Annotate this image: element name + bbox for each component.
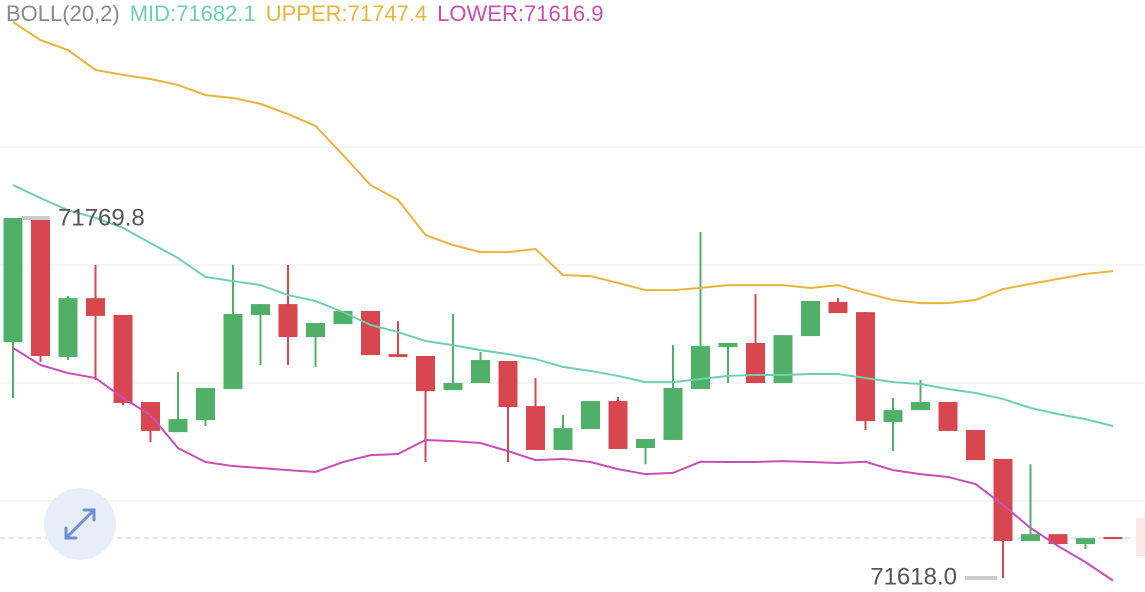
candle-body bbox=[718, 342, 738, 347]
candle-body bbox=[388, 354, 408, 357]
band-line bbox=[12, 184, 1114, 427]
max-label: 71769.8 bbox=[58, 204, 145, 231]
candle-body bbox=[31, 217, 50, 357]
price-tag bbox=[1136, 518, 1145, 556]
candle-body bbox=[168, 419, 188, 433]
legend-value: 71747.4 bbox=[348, 1, 428, 26]
candle-body bbox=[498, 360, 518, 407]
candle-body bbox=[773, 335, 793, 384]
candle-body bbox=[993, 458, 1013, 542]
candle-body bbox=[278, 304, 298, 338]
candle-body bbox=[911, 402, 930, 411]
candle-body bbox=[746, 342, 765, 384]
candle-body bbox=[306, 323, 325, 338]
candle-body bbox=[883, 410, 903, 422]
candle-body bbox=[1048, 534, 1068, 545]
candle-body bbox=[1103, 536, 1123, 540]
expand-button[interactable] bbox=[44, 488, 116, 560]
candle-body bbox=[113, 314, 133, 403]
candle-body bbox=[636, 439, 655, 449]
candle-body bbox=[608, 401, 628, 449]
candle-body bbox=[361, 310, 380, 356]
candle-body bbox=[1021, 534, 1040, 542]
grid bbox=[0, 146, 1145, 502]
price-labels: 71769.8 71618.0 bbox=[22, 204, 997, 590]
candle-body bbox=[3, 217, 23, 343]
candle-body bbox=[58, 298, 78, 357]
legend-name: MID: bbox=[130, 1, 176, 26]
legend: BOLL(20,2) MID:71682.1 UPPER:71747.4 LOWER:… bbox=[6, 1, 604, 26]
candle-body bbox=[526, 406, 545, 450]
candle-body bbox=[828, 301, 848, 314]
candle-body bbox=[443, 383, 463, 390]
candle-body bbox=[471, 360, 490, 384]
candle-body bbox=[691, 346, 710, 389]
candle-body bbox=[223, 314, 243, 389]
band-line bbox=[12, 347, 1114, 582]
legend-name: LOWER: bbox=[437, 1, 524, 26]
legend-value: 71616.9 bbox=[524, 1, 604, 26]
candle-body bbox=[86, 298, 105, 316]
candle-body bbox=[966, 430, 985, 461]
candle-body bbox=[553, 428, 573, 450]
expand-icon[interactable] bbox=[64, 508, 96, 540]
band-line bbox=[12, 21, 1114, 305]
min-label: 71618.0 bbox=[870, 563, 957, 590]
candle-body bbox=[938, 402, 958, 431]
indicator: BOLL(20,2) bbox=[6, 1, 120, 26]
legend-name: UPPER: bbox=[266, 1, 348, 26]
candle-body bbox=[581, 401, 600, 430]
candle-body bbox=[801, 300, 820, 337]
plot bbox=[3, 21, 1123, 582]
candle-body bbox=[196, 388, 215, 421]
candle-body bbox=[663, 388, 683, 440]
legend-value: 71682.1 bbox=[176, 1, 256, 26]
candle-body bbox=[856, 312, 875, 421]
candle-body bbox=[251, 304, 270, 315]
candle-body bbox=[416, 356, 435, 392]
candle-body bbox=[1076, 538, 1095, 545]
